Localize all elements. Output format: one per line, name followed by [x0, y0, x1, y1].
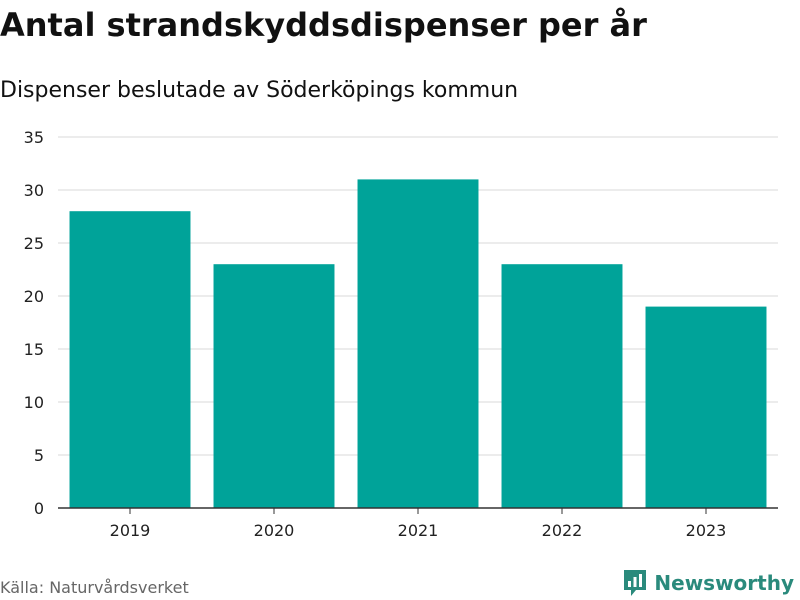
y-tick-label: 15	[24, 340, 44, 359]
y-tick-label: 10	[24, 393, 44, 412]
bar-2022	[501, 264, 623, 508]
y-axis-ticks: 0 5 10 15 20 25 30 35	[24, 128, 44, 518]
x-tick-label: 2023	[686, 521, 727, 540]
y-tick-label: 20	[24, 287, 44, 306]
bar-2021	[357, 179, 479, 508]
y-tick-label: 0	[34, 499, 44, 518]
x-tick-label: 2019	[110, 521, 151, 540]
brand-name: Newsworthy	[654, 571, 794, 595]
chart-subtitle: Dispenser beslutade av Söderköpings komm…	[0, 78, 519, 103]
source-note: Källa: Naturvårdsverket	[0, 578, 189, 597]
bar-2023	[645, 306, 767, 508]
brand-logo[interactable]: Newsworthy	[622, 568, 794, 598]
bar-2020	[213, 264, 335, 508]
bar-chart-speech-icon	[624, 570, 647, 596]
x-tick-label: 2020	[254, 521, 295, 540]
x-tick-label: 2021	[398, 521, 439, 540]
bars	[69, 179, 767, 508]
y-tick-label: 35	[24, 128, 44, 147]
chart-title: Antal strandskyddsdispenser per år	[0, 6, 647, 44]
y-tick-label: 30	[24, 181, 44, 200]
x-tick-label: 2022	[542, 521, 583, 540]
x-axis-ticks: 2019 2020 2021 2022 2023	[110, 508, 727, 540]
y-tick-label: 25	[24, 234, 44, 253]
y-tick-label: 5	[34, 446, 44, 465]
bar-2019	[69, 211, 191, 508]
